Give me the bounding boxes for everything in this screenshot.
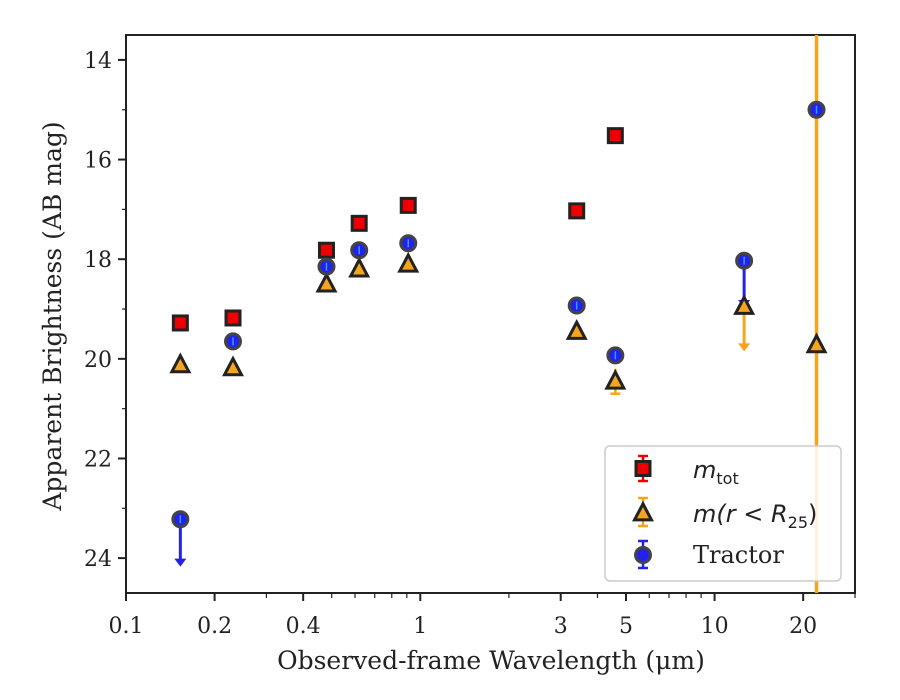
- data-point-mr25: [222, 355, 244, 377]
- y-axis-title: Apparent Brightness (AB mag): [38, 121, 67, 511]
- legend-label-tractor: Tractor: [693, 541, 784, 569]
- data-point-mtot: [350, 214, 368, 232]
- data-point-mtot: [568, 202, 586, 220]
- legend-marker-circle: [634, 546, 652, 564]
- x-tick-label: 0.4: [286, 614, 321, 639]
- upper-limit-arrow-head: [738, 343, 751, 352]
- legend-label-mr25: m(r < R25): [693, 500, 817, 532]
- data-point-mr25: [397, 251, 420, 273]
- legend-label-mtot: mtot: [693, 456, 739, 488]
- x-tick-label: 20: [789, 614, 817, 639]
- data-point-mr25: [348, 256, 371, 278]
- data-point-mtot: [317, 241, 335, 259]
- data-point-mr25: [805, 332, 828, 354]
- x-tick-label: 3: [554, 614, 568, 639]
- legend: mtot m(r < R25) Tractor: [604, 445, 842, 582]
- data-point-mtot: [399, 196, 417, 214]
- data-point-mr25: [169, 352, 192, 374]
- data-point-mr25: [565, 319, 588, 340]
- upper-limit-arrow-head: [174, 558, 187, 567]
- data-point-mtot: [171, 314, 189, 332]
- y-tick-label: 16: [84, 149, 112, 174]
- x-tick-label: 5: [619, 614, 633, 639]
- x-tick-label: 0.1: [109, 614, 144, 639]
- y-tick-label: 24: [84, 547, 112, 572]
- x-tick-label: 1: [413, 614, 427, 639]
- data-point-mr25: [604, 368, 627, 390]
- plot-frame: [125, 34, 856, 594]
- y-tick-label: 22: [84, 447, 112, 472]
- y-tick-label: 14: [84, 49, 112, 74]
- data-point-mtot: [606, 127, 624, 145]
- y-tick-label: 20: [84, 348, 112, 373]
- data-point-mr25: [733, 294, 756, 315]
- legend-marker-square: [634, 460, 652, 477]
- y-tick-label: 18: [84, 248, 112, 273]
- x-tick-label: 10: [701, 614, 729, 639]
- legend-marker-triangle: [632, 500, 654, 522]
- data-point-mr25: [315, 271, 338, 293]
- x-tick-label: 0.2: [197, 614, 232, 639]
- x-axis-title: Observed-frame Wavelength (μm): [277, 646, 705, 675]
- legend-box: [604, 445, 842, 582]
- data-point-mtot: [224, 309, 242, 327]
